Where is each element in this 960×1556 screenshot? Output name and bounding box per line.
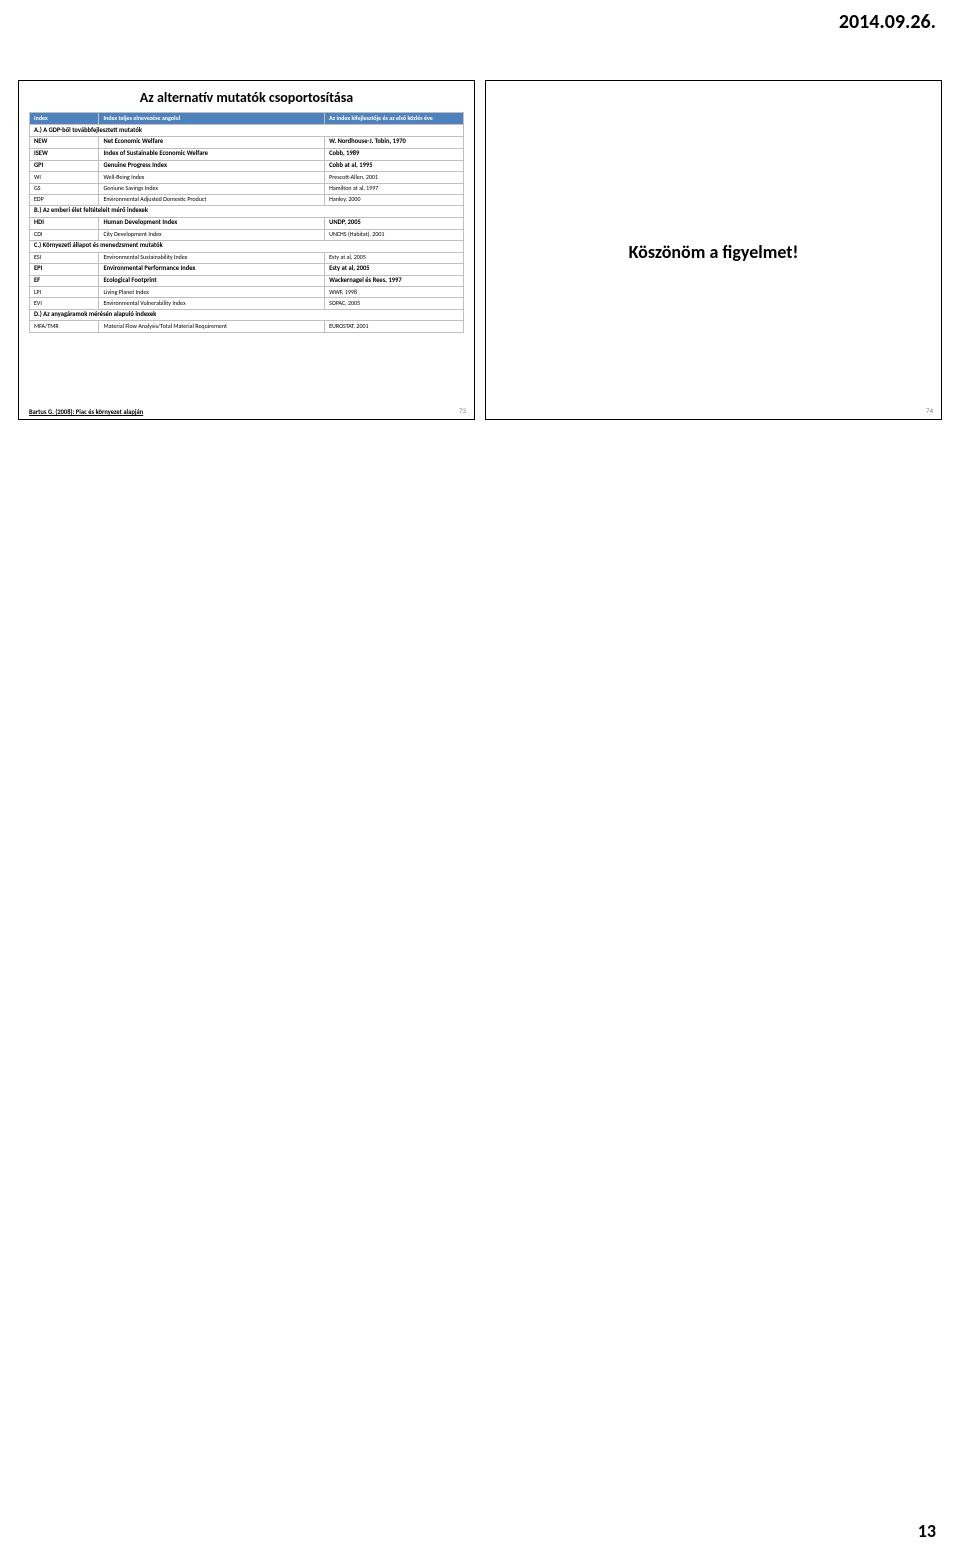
table-row: MFA/TMRMaterial Flow Analysis/Total Mate… <box>30 321 464 332</box>
cell-c2: Hanley, 2000 <box>325 194 464 205</box>
section-cell: C.) Környezeti állapot és menedzsment mu… <box>30 240 464 252</box>
cell-c2: Esty at al, 2005 <box>325 263 464 275</box>
cell-c1: City Development Index <box>99 229 325 240</box>
index-table: Index Index teljes elnevezése angolul Az… <box>29 112 464 333</box>
cell-c2: Hamilton at al, 1997 <box>325 183 464 194</box>
table-row: EVIEnvironmental Vulnerability IndexSOPA… <box>30 298 464 309</box>
page-date: 2014.09.26. <box>0 0 960 40</box>
slide-right: Köszönöm a figyelmet! 74 <box>485 80 942 420</box>
cell-c0: HDI <box>30 217 99 229</box>
cell-c1: Well-Being Index <box>99 172 325 183</box>
slide-left-title: Az alternatív mutatók csoportosítása <box>29 89 464 106</box>
cell-c1: Environmental Vulnerability Index <box>99 298 325 309</box>
table-row: B.) Az emberi élet feltételeit mérő inde… <box>30 205 464 217</box>
cell-c0: NEW <box>30 136 99 148</box>
table-row: LPILiving Planet IndexWWF, 1998 <box>30 287 464 298</box>
cell-c2: WWF, 1998 <box>325 287 464 298</box>
th-name: Index teljes elnevezése angolul <box>99 113 325 125</box>
cell-c0: EF <box>30 275 99 287</box>
cell-c0: EDP <box>30 194 99 205</box>
cell-c0: WI <box>30 172 99 183</box>
section-cell: A.) A GDP-ből továbbfejlesztett mutatók <box>30 125 464 137</box>
cell-c2: Prescott-Allen, 2001 <box>325 172 464 183</box>
table-row: ISEWIndex of Sustainable Economic Welfar… <box>30 148 464 160</box>
cell-c2: Esty at al, 2005 <box>325 252 464 263</box>
cell-c1: Net Economic Welfare <box>99 136 325 148</box>
table-row: GSGeniune Savings IndexHamilton at al, 1… <box>30 183 464 194</box>
cell-c1: Geniune Savings Index <box>99 183 325 194</box>
cell-c1: Living Planet Index <box>99 287 325 298</box>
table-row: ESIEnvironmental Sustainability IndexEst… <box>30 252 464 263</box>
cell-c1: Material Flow Analysis/Total Material Re… <box>99 321 325 332</box>
table-row: CDICity Development IndexUNCHS (Habitat)… <box>30 229 464 240</box>
cell-c1: Ecological Footprint <box>99 275 325 287</box>
cell-c1: Environmental Adjusted Domestic Product <box>99 194 325 205</box>
slide-left-footnote: Bartus G. (2008): Piac és környezet alap… <box>29 408 143 416</box>
cell-c0: EVI <box>30 298 99 309</box>
table-row: EDPEnvironmental Adjusted Domestic Produ… <box>30 194 464 205</box>
slide-right-number: 74 <box>926 406 933 415</box>
table-row: D.) Az anyagáramok mérésén alapuló index… <box>30 309 464 321</box>
section-cell: B.) Az emberi élet feltételeit mérő inde… <box>30 205 464 217</box>
cell-c0: CDI <box>30 229 99 240</box>
table-row: HDIHuman Development IndexUNDP, 2005 <box>30 217 464 229</box>
cell-c2: Cobb at al, 1995 <box>325 160 464 172</box>
table-row: EPIEnvironmental Performance IndexEsty a… <box>30 263 464 275</box>
slide-left-number: 73 <box>459 406 466 415</box>
cell-c0: ESI <box>30 252 99 263</box>
thanks-text: Köszönöm a figyelmet! <box>629 241 799 263</box>
cell-c0: LPI <box>30 287 99 298</box>
cell-c2: Cobb, 1989 <box>325 148 464 160</box>
cell-c2: UNCHS (Habitat), 2001 <box>325 229 464 240</box>
page-number: 13 <box>0 1520 960 1556</box>
table-row: A.) A GDP-ből továbbfejlesztett mutatók <box>30 125 464 137</box>
cell-c2: Wackernagel és Rees, 1997 <box>325 275 464 287</box>
slides-row: Az alternatív mutatók csoportosítása Ind… <box>0 40 960 430</box>
cell-c0: MFA/TMR <box>30 321 99 332</box>
cell-c2: SOPAC, 2005 <box>325 298 464 309</box>
cell-c1: Environmental Performance Index <box>99 263 325 275</box>
table-header-row: Index Index teljes elnevezése angolul Az… <box>30 113 464 125</box>
cell-c1: Human Development Index <box>99 217 325 229</box>
cell-c0: EPI <box>30 263 99 275</box>
cell-c1: Environmental Sustainability Index <box>99 252 325 263</box>
table-row: NEWNet Economic WelfareW. Nordhouse-J. T… <box>30 136 464 148</box>
cell-c2: UNDP, 2005 <box>325 217 464 229</box>
table-row: GPIGenuine Progress IndexCobb at al, 199… <box>30 160 464 172</box>
table-row: C.) Környezeti állapot és menedzsment mu… <box>30 240 464 252</box>
section-cell: D.) Az anyagáramok mérésén alapuló index… <box>30 309 464 321</box>
cell-c0: GS <box>30 183 99 194</box>
cell-c2: EUROSTAT, 2001 <box>325 321 464 332</box>
th-source: Az index kifejlesztője és az első közlés… <box>325 113 464 125</box>
th-index: Index <box>30 113 99 125</box>
cell-c2: W. Nordhouse-J. Tobin, 1970 <box>325 136 464 148</box>
table-row: EFEcological FootprintWackernagel és Ree… <box>30 275 464 287</box>
cell-c0: GPI <box>30 160 99 172</box>
slide-left: Az alternatív mutatók csoportosítása Ind… <box>18 80 475 420</box>
cell-c0: ISEW <box>30 148 99 160</box>
cell-c1: Genuine Progress Index <box>99 160 325 172</box>
cell-c1: Index of Sustainable Economic Welfare <box>99 148 325 160</box>
table-row: WIWell-Being IndexPrescott-Allen, 2001 <box>30 172 464 183</box>
